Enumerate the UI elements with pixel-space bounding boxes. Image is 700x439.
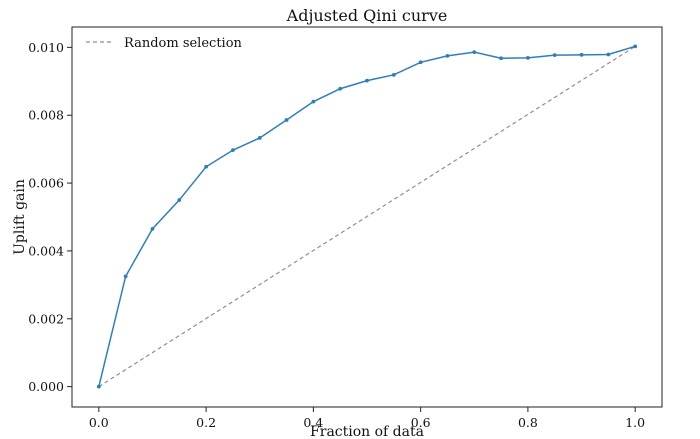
data-point (284, 118, 289, 122)
data-point (231, 148, 235, 153)
series-layer (96, 44, 638, 389)
data-point (606, 52, 611, 57)
y-tick-label: 0.000 (28, 379, 64, 394)
x-tick-label: 0.6 (411, 415, 431, 430)
data-point (391, 72, 396, 77)
data-point (445, 53, 450, 58)
x-tick-label: 0.4 (303, 415, 323, 430)
data-point (633, 44, 638, 49)
y-tick-label: 0.002 (28, 311, 64, 326)
data-point (499, 56, 503, 61)
data-point (365, 78, 369, 83)
data-point (579, 52, 584, 57)
x-tick-label: 0.8 (518, 415, 538, 430)
data-point (150, 226, 155, 231)
x-axis-label: Fraction of data (310, 424, 424, 439)
y-tick-label: 0.004 (28, 243, 64, 258)
data-point (257, 136, 262, 140)
x-tick-label: 1.0 (625, 415, 645, 430)
chart-title: Adjusted Qini curve (286, 6, 448, 25)
data-point (177, 198, 182, 202)
data-point (338, 86, 343, 91)
data-point (472, 50, 477, 55)
x-axis-ticks: 0.0 0.2 0.4 0.6 0.8 1.0 (89, 407, 645, 430)
data-point (96, 384, 101, 389)
plot-area-frame (71, 26, 663, 408)
series-line-random-selection (98, 45, 636, 388)
data-point (311, 99, 316, 104)
y-tick-label: 0.010 (28, 40, 64, 55)
x-tick-label: 0.0 (89, 415, 109, 430)
y-tick-label: 0.006 (28, 176, 64, 191)
y-axis-label: Uplift gain (12, 179, 28, 255)
y-tick-label: 0.008 (28, 108, 64, 123)
legend-label-random-selection: Random selection (124, 36, 243, 51)
data-point (552, 53, 557, 58)
data-point (526, 55, 530, 60)
data-point (418, 60, 423, 65)
y-axis-ticks: 0.000 0.002 0.004 0.006 0.008 0.010 (28, 40, 72, 394)
x-tick-label: 0.2 (196, 415, 216, 430)
legend: Random selection (86, 36, 243, 51)
data-point (123, 274, 128, 279)
data-point (204, 164, 208, 169)
